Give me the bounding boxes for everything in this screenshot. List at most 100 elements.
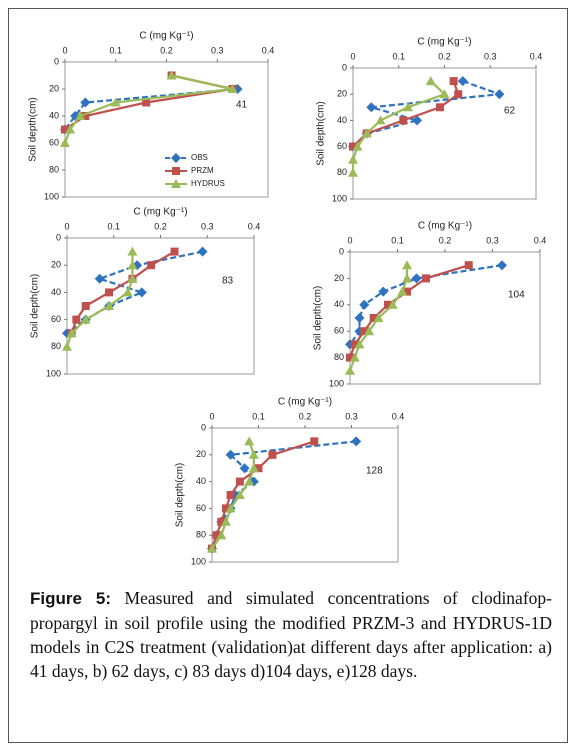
caption-text: Measured and simulated concentrations of…: [30, 588, 552, 681]
data-point: [197, 246, 208, 257]
data-point: [60, 138, 70, 147]
x-tick-label: 0.3: [484, 51, 497, 61]
y-tick-label: 0: [339, 246, 344, 256]
x-tick-label: 0.3: [486, 235, 499, 245]
data-point: [373, 313, 384, 322]
data-point: [425, 76, 436, 86]
data-point: [375, 115, 386, 125]
data-point: [449, 77, 458, 86]
y-tick-label: 20: [51, 260, 61, 270]
data-point: [136, 287, 147, 298]
data-point: [147, 261, 156, 270]
data-point: [225, 449, 236, 460]
data-point: [354, 313, 365, 323]
data-point: [127, 260, 138, 270]
x-tick-label: 0.1: [392, 51, 405, 61]
data-point: [220, 516, 231, 526]
data-point: [248, 463, 259, 473]
y-tick-label: 20: [49, 83, 59, 93]
data-point: [360, 327, 369, 336]
y-tick-label: 40: [337, 115, 347, 125]
data-point: [248, 449, 259, 459]
data-point: [221, 504, 230, 513]
y-tick-label: 60: [334, 326, 344, 336]
data-point: [244, 436, 255, 446]
series-line: [352, 80, 500, 148]
data-point: [105, 288, 114, 297]
data-point: [348, 154, 358, 164]
data-point: [350, 340, 359, 349]
data-point: [66, 328, 77, 338]
data-point: [397, 286, 408, 296]
y-tick-label: 60: [49, 137, 59, 147]
x-tick-label: 0.4: [262, 45, 275, 55]
x-tick-label: 0.1: [252, 411, 265, 421]
y-tick-label: 40: [49, 110, 59, 120]
y-axis-title: Soil depth(cm): [28, 97, 39, 161]
y-tick-label: 80: [337, 167, 347, 177]
x-tick-label: 0.4: [530, 51, 543, 61]
series-line: [64, 87, 238, 131]
data-point: [351, 436, 362, 447]
x-tick-label: 0: [64, 221, 69, 231]
y-tick-label: 100: [329, 378, 344, 388]
data-point: [369, 314, 378, 322]
data-point: [422, 274, 430, 283]
data-point: [494, 89, 505, 100]
data-point: [212, 531, 221, 540]
data-point: [402, 102, 413, 112]
data-point: [75, 111, 86, 120]
y-axis-title: Soil depth(cm): [30, 274, 41, 338]
data-point: [384, 300, 392, 309]
data-point: [65, 124, 76, 134]
data-point: [104, 301, 115, 310]
data-point: [244, 476, 255, 486]
y-tick-label: 60: [337, 141, 347, 151]
data-point: [81, 302, 90, 310]
x-tick-label: 0: [350, 51, 355, 61]
annotation: 128: [366, 466, 383, 477]
x-tick-label: 0: [209, 411, 214, 421]
data-point: [227, 84, 238, 93]
x-tick-label: 0.2: [154, 221, 167, 231]
x-axis-title: C (mg Kg⁻¹): [133, 207, 187, 218]
x-tick-label: 0.4: [248, 221, 261, 231]
data-point: [310, 437, 319, 446]
y-tick-label: 20: [337, 89, 347, 99]
data-point: [226, 491, 235, 499]
y-tick-label: 40: [51, 287, 61, 297]
data-point: [403, 287, 411, 296]
x-tick-label: 0: [347, 235, 352, 245]
annotation: 41: [236, 100, 248, 111]
y-tick-label: 100: [46, 368, 61, 378]
charts: C (mg Kg⁻¹) Soil depth(cm) 0 0.1 0.2 0.3 0.4 0 2…: [28, 31, 547, 567]
y-tick-label: 0: [54, 56, 59, 66]
data-point: [454, 90, 463, 99]
data-point: [225, 503, 236, 513]
data-point: [127, 246, 138, 256]
x-tick-label: 0.1: [107, 221, 120, 231]
data-point: [439, 89, 450, 99]
data-point: [268, 450, 277, 459]
data-point: [239, 463, 250, 474]
data-point: [345, 365, 355, 375]
data-point: [411, 273, 422, 284]
data-point: [366, 102, 377, 113]
data-point: [61, 125, 69, 134]
series-line: [63, 74, 233, 144]
data-point: [72, 315, 81, 324]
annotation: 83: [222, 276, 234, 287]
data-point: [412, 115, 423, 126]
y-tick-label: 60: [196, 503, 206, 513]
data-point: [235, 477, 244, 486]
data-point: [402, 260, 412, 270]
y-axis-title: Soil depth(cm): [175, 463, 186, 527]
data-point: [378, 286, 389, 297]
y-tick-label: 60: [51, 314, 61, 324]
data-point: [387, 299, 398, 309]
data-point: [399, 116, 408, 125]
data-point: [62, 341, 72, 351]
data-point: [207, 543, 217, 553]
figure-frame: [8, 8, 568, 743]
